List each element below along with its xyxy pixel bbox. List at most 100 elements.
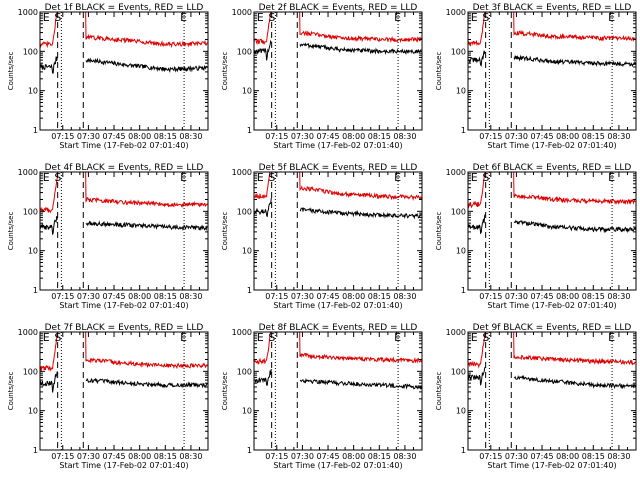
- plot-frame: [253, 171, 423, 291]
- y-tick-label: 1000: [18, 8, 38, 17]
- y-tick-label: 1000: [18, 328, 38, 337]
- y-axis-title: Counts/sec: [7, 52, 15, 91]
- y-tick-label: 1: [461, 286, 466, 295]
- series-line-events-2: [513, 374, 636, 390]
- y-tick-label: 1000: [232, 8, 252, 17]
- marker-label-E: E: [471, 331, 478, 344]
- x-tick-label: 07:30: [77, 292, 100, 301]
- y-tick-label: 10: [28, 87, 38, 96]
- x-tick-label: 07:15: [265, 292, 288, 301]
- x-tick-label: 08:15: [582, 292, 605, 301]
- y-tick-label: 10: [456, 87, 466, 96]
- y-tick-label: 100: [237, 47, 252, 56]
- y-axis-title: Counts/sec: [435, 372, 443, 411]
- x-tick-label: 07:15: [265, 132, 288, 141]
- series-line-lld-1: [40, 172, 208, 214]
- y-tick-label: 1: [461, 126, 466, 135]
- x-tick-label: 08:15: [154, 132, 177, 141]
- y-tick-label: 100: [23, 47, 38, 56]
- x-tick-label: 07:15: [51, 292, 74, 301]
- marker-label-E: E: [394, 331, 401, 344]
- series-line-events-2: [299, 42, 422, 56]
- plot-frame: [39, 11, 209, 131]
- y-tick-label: 1: [33, 286, 38, 295]
- x-tick-label: 08:00: [342, 132, 365, 141]
- marker-label-S: S: [482, 11, 489, 24]
- x-tick-label: 08:30: [179, 292, 202, 301]
- y-tick-label: 1: [33, 126, 38, 135]
- plot-frame: [467, 11, 637, 131]
- y-axis-title: Counts/sec: [435, 212, 443, 251]
- x-tick-label: 07:15: [265, 452, 288, 461]
- y-tick-label: 1000: [18, 168, 38, 177]
- chart-title: Det 5f BLACK = Events, RED = LLD: [259, 163, 418, 173]
- series-line-lld-1: [468, 12, 636, 47]
- x-tick-label: 07:15: [51, 132, 74, 141]
- chart-title: Det 4f BLACK = Events, RED = LLD: [45, 163, 204, 173]
- y-tick-label: 10: [28, 247, 38, 256]
- x-tick-label: 07:45: [103, 452, 126, 461]
- plot-frame: [467, 171, 637, 291]
- x-tick-label: 08:15: [582, 132, 605, 141]
- y-axis-title: Counts/sec: [221, 52, 229, 91]
- x-tick-label: 07:45: [317, 452, 340, 461]
- marker-label-E: E: [43, 171, 50, 184]
- series-line-events-2: [85, 220, 208, 232]
- x-axis-title: Start Time (17-Feb-02 07:01:40): [487, 301, 616, 310]
- marker-label-S: S: [54, 171, 61, 184]
- chart-curves: [468, 12, 636, 68]
- chart-curves: [40, 332, 208, 393]
- x-tick-label: 07:45: [103, 132, 126, 141]
- series-line-events-1: [468, 366, 486, 386]
- marker-label-E: E: [180, 171, 187, 184]
- x-tick-label: 08:00: [556, 132, 579, 141]
- marker-label-E: E: [608, 171, 615, 184]
- plot-frame: [253, 11, 423, 131]
- x-axis-title: Start Time (17-Feb-02 07:01:40): [273, 301, 402, 310]
- series-line-lld-1: [468, 172, 636, 209]
- marker-label-S: S: [268, 331, 275, 344]
- y-tick-label: 10: [242, 87, 252, 96]
- x-tick-label: 07:45: [531, 132, 554, 141]
- marker-label-E: E: [43, 331, 50, 344]
- series-line-events-2: [299, 377, 422, 390]
- marker-label-E: E: [471, 11, 478, 24]
- marker-label-E: E: [608, 331, 615, 344]
- marker-label-E: E: [257, 331, 264, 344]
- x-tick-label: 08:00: [342, 292, 365, 301]
- chart-curves: [40, 12, 208, 74]
- x-axis-title: Start Time (17-Feb-02 07:01:40): [487, 461, 616, 470]
- x-tick-label: 07:30: [77, 132, 100, 141]
- x-tick-label: 08:30: [179, 452, 202, 461]
- series-line-events-1: [468, 50, 486, 68]
- x-tick-label: 08:15: [368, 292, 391, 301]
- y-tick-label: 1: [33, 446, 38, 455]
- series-line-lld-1: [254, 332, 422, 365]
- y-axis-title: Counts/sec: [7, 372, 15, 411]
- y-tick-label: 1: [247, 286, 252, 295]
- x-tick-label: 07:15: [479, 292, 502, 301]
- y-tick-label: 1: [247, 126, 252, 135]
- y-axis-title: Counts/sec: [435, 52, 443, 91]
- x-tick-label: 08:15: [154, 452, 177, 461]
- series-line-events-2: [299, 207, 422, 220]
- x-tick-label: 08:30: [607, 132, 630, 141]
- x-tick-label: 08:15: [154, 292, 177, 301]
- x-tick-label: 08:30: [393, 132, 416, 141]
- x-tick-label: 08:30: [393, 292, 416, 301]
- chart-title: Det 1f BLACK = Events, RED = LLD: [45, 3, 204, 13]
- x-tick-label: 08:00: [128, 292, 151, 301]
- x-tick-label: 07:45: [317, 132, 340, 141]
- x-tick-label: 07:45: [531, 452, 554, 461]
- x-tick-label: 07:30: [291, 292, 314, 301]
- x-tick-label: 07:30: [291, 452, 314, 461]
- y-tick-label: 100: [451, 47, 466, 56]
- marker-label-S: S: [54, 331, 61, 344]
